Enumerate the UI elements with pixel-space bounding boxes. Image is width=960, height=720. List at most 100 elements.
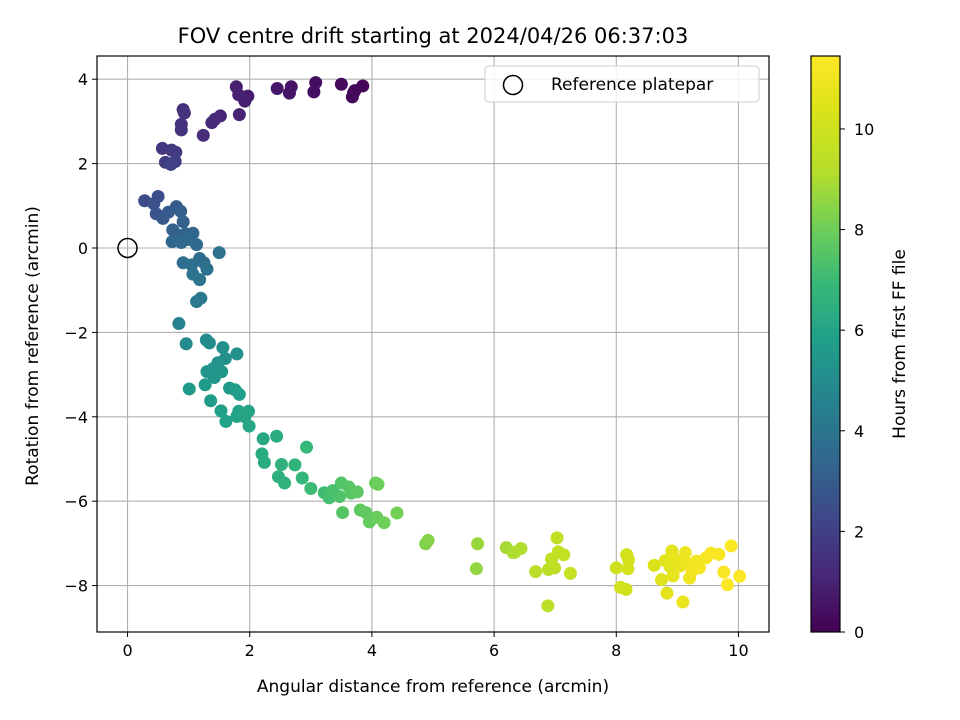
x-tick-label: 10: [728, 641, 748, 660]
y-tick-label: 4: [78, 70, 88, 89]
scatter-point: [334, 77, 348, 91]
legend-entry-label: Reference platepar: [551, 75, 713, 95]
x-tick-label: 2: [245, 641, 255, 660]
grid-lines: [97, 56, 769, 632]
colorbar-tick-label: 8: [854, 221, 864, 240]
scatter-point: [270, 81, 284, 95]
scatter-point: [219, 414, 233, 428]
scatter-point: [720, 578, 734, 592]
colorbar-tick-label: 2: [854, 522, 864, 541]
scatter-point: [471, 537, 485, 551]
scatter-point: [212, 246, 226, 260]
scatter-point: [202, 336, 216, 350]
scatter-point: [182, 382, 196, 396]
x-tick-label: 6: [489, 641, 499, 660]
y-tick-label: 2: [78, 155, 88, 174]
plot-frame: [96, 55, 770, 633]
scatter-point: [529, 565, 543, 579]
scatter-point: [196, 128, 210, 142]
scatter-point: [230, 347, 244, 361]
colorbar-ticks: 0 2 4 6 8 10: [840, 120, 874, 642]
scatter-point: [421, 533, 435, 547]
scatter-point: [179, 337, 193, 351]
scatter-point: [621, 562, 635, 576]
scatter-point: [377, 516, 391, 530]
scatter-point: [174, 123, 188, 137]
x-tick-label: 0: [122, 641, 132, 660]
scatter-point: [208, 112, 222, 126]
scatter-point: [164, 157, 178, 171]
scatter-point: [541, 599, 555, 613]
scatter-point: [200, 262, 214, 276]
scatter-point: [176, 215, 190, 229]
scatter-point: [177, 106, 191, 120]
scatter-point: [678, 546, 692, 560]
x-axis-ticks: 0 2 4 6 8 10: [122, 632, 749, 660]
colorbar-tick-label: 6: [854, 321, 864, 340]
y-axis-label: Rotation from reference (arcmin): [23, 206, 43, 486]
scatter-point: [174, 204, 188, 218]
y-axis-ticks: −8 −6 −4 −2 0 2 4: [64, 70, 97, 596]
scatter-point: [514, 541, 528, 555]
scatter-point: [242, 419, 256, 433]
scatter-point: [147, 197, 161, 211]
y-tick-label: −6: [64, 492, 88, 511]
y-tick-label: −4: [64, 408, 88, 427]
scatter-point: [232, 387, 246, 401]
scatter-point: [609, 561, 623, 575]
scatter-point: [557, 548, 571, 562]
scatter-point: [724, 539, 738, 553]
scatter-point: [350, 485, 364, 499]
scatter-point: [300, 440, 314, 454]
scatter-point: [274, 457, 288, 471]
scatter-point: [257, 455, 271, 469]
scatter-point: [198, 378, 212, 392]
scatter-point: [733, 569, 747, 583]
scatter-point: [390, 506, 404, 520]
scatter-point: [270, 429, 284, 443]
scatter-point: [295, 471, 309, 485]
colorbar-tick-label: 0: [854, 623, 864, 642]
y-tick-label: 0: [78, 239, 88, 258]
scatter-point: [712, 547, 726, 561]
scatter-point: [214, 404, 228, 418]
scatter-point: [216, 341, 230, 355]
scatter-point: [660, 586, 674, 600]
scatter-point: [282, 86, 296, 100]
y-tick-label: −8: [64, 577, 88, 596]
scatter-point: [469, 562, 483, 576]
scatter-point: [619, 582, 633, 596]
scatter-point: [717, 565, 731, 579]
x-axis-label: Angular distance from reference (arcmin): [257, 677, 609, 697]
scatter-point: [563, 566, 577, 580]
colorbar-tick-label: 10: [854, 120, 874, 139]
colorbar-label: Hours from first FF file: [890, 249, 910, 439]
scatter-point: [676, 595, 690, 609]
x-tick-label: 4: [367, 641, 377, 660]
scatter-point: [172, 317, 186, 331]
scatter-points: [138, 76, 747, 613]
scatter-point: [654, 573, 668, 587]
scatter-point: [371, 477, 385, 491]
scatter-point: [647, 558, 661, 572]
scatter-point: [232, 88, 246, 102]
scatter-point: [548, 561, 562, 575]
scatter-point: [304, 482, 318, 496]
scatter-point: [550, 531, 564, 545]
scatter-point: [215, 365, 229, 379]
legend-box: [484, 65, 760, 103]
scatter-point: [169, 145, 183, 159]
scatter-point: [336, 506, 350, 520]
scatter-point: [307, 85, 321, 99]
chart-title: FOV centre drift starting at 2024/04/26 …: [178, 24, 689, 48]
x-tick-label: 8: [611, 641, 621, 660]
scatter-point: [347, 86, 361, 100]
scatter-point: [333, 490, 347, 504]
colorbar-gradient: [810, 55, 841, 633]
scatter-point: [190, 238, 204, 252]
reference-platepar-marker: [117, 237, 138, 259]
scatter-point: [193, 273, 207, 287]
y-tick-label: −2: [64, 323, 88, 342]
colorbar-tick-label: 4: [854, 422, 864, 441]
